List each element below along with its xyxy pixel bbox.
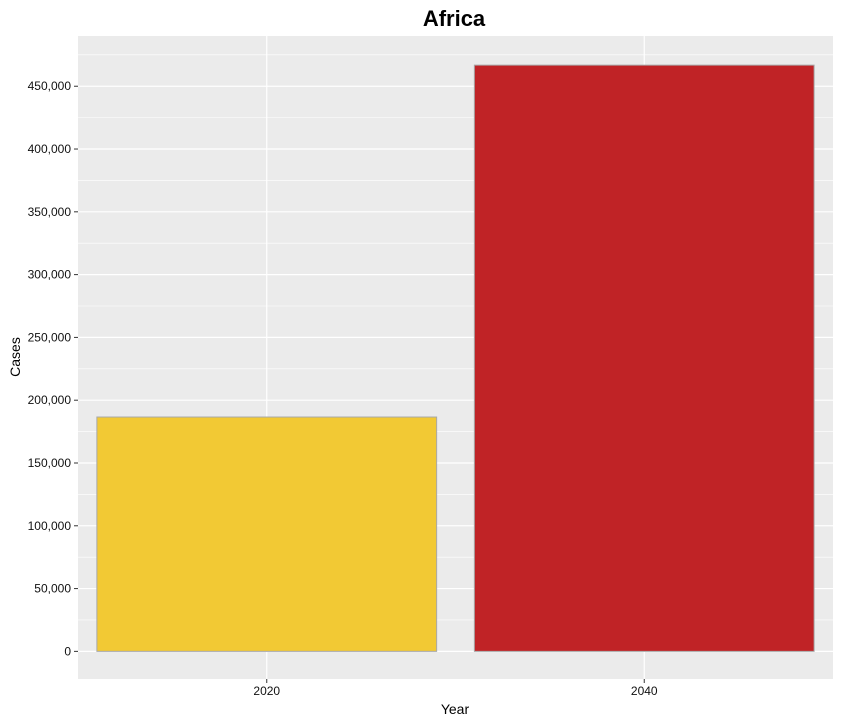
y-tick-label: 400,000 (28, 142, 72, 156)
bars (96, 64, 815, 652)
bar-2040 (473, 64, 815, 652)
y-tick-label: 200,000 (28, 393, 72, 407)
y-tick-label: 50,000 (34, 582, 71, 596)
bar-2020 (96, 416, 438, 652)
y-tick-label: 350,000 (28, 205, 72, 219)
y-tick-label: 100,000 (28, 519, 72, 533)
y-tick-label: 150,000 (28, 456, 72, 470)
y-axis: 0 50,000 100,000 150,000 200,000 250,000 300,0… (28, 79, 78, 658)
y-axis-title: Cases (7, 337, 23, 377)
y-tick-label: 250,000 (28, 330, 72, 344)
x-axis-title: Year (441, 701, 470, 717)
y-tick-label: 450,000 (28, 79, 72, 93)
x-tick-label: 2040 (631, 684, 658, 698)
x-tick-label: 2020 (253, 684, 280, 698)
chart-title: Africa (423, 6, 486, 31)
x-axis: 2020 2040 (253, 679, 658, 698)
y-tick-label: 0 (64, 644, 71, 658)
y-tick-label: 300,000 (28, 268, 72, 282)
